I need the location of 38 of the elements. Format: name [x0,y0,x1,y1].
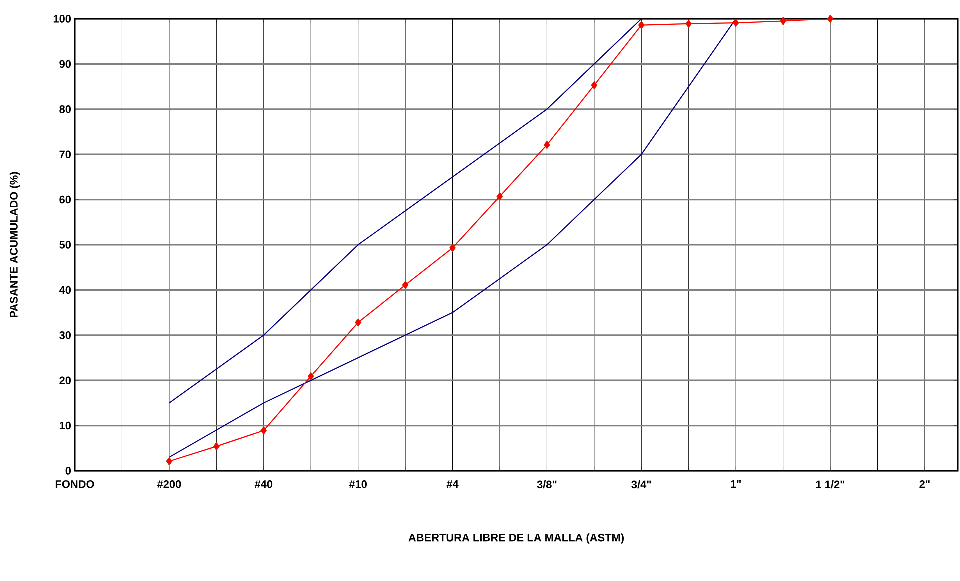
y-tick-label: 50 [60,241,72,249]
x-axis-title: ABERTURA LIBRE DE LA MALLA (ASTM) [408,534,624,544]
y-tick-label: 30 [60,332,72,340]
y-tick-label: 100 [54,15,72,23]
point [450,244,456,252]
point [827,14,834,24]
y-tick-label: 40 [59,286,72,294]
y-tick-label: 80 [60,106,72,114]
y-tick-label: 20 [60,376,72,384]
point [355,318,362,327]
point [591,81,598,90]
point [638,21,645,30]
y-tick-label: 10 [60,422,72,430]
x-tick-label: #200 [157,480,182,488]
x-tick-label: 2" [920,480,930,488]
y-tick-label: 70 [60,150,72,158]
point [166,457,173,466]
x-tick-label: 3/4" [632,480,652,489]
x-tick-label: 1" [731,480,741,488]
point [780,16,787,26]
point [544,140,550,150]
point [496,192,504,201]
point [732,18,740,28]
y-tick-label: 60 [60,196,72,204]
x-tick-label: #10 [349,480,368,488]
y-tick-label: 90 [60,60,72,68]
point [213,442,220,451]
point [402,280,409,290]
x-tick-label: FONDO [56,480,94,488]
x-tick-label: 3/8" [537,480,557,489]
point [260,426,268,436]
point [686,20,692,28]
x-tick-label: 1 1/2" [816,480,845,489]
y-tick-label: 0 [66,467,72,475]
x-tick-label: #40 [254,480,273,488]
y-axis-title: PASANTE ACUMULADO (%) [10,172,20,318]
point [308,372,314,381]
x-tick-label: #4 [446,480,459,488]
